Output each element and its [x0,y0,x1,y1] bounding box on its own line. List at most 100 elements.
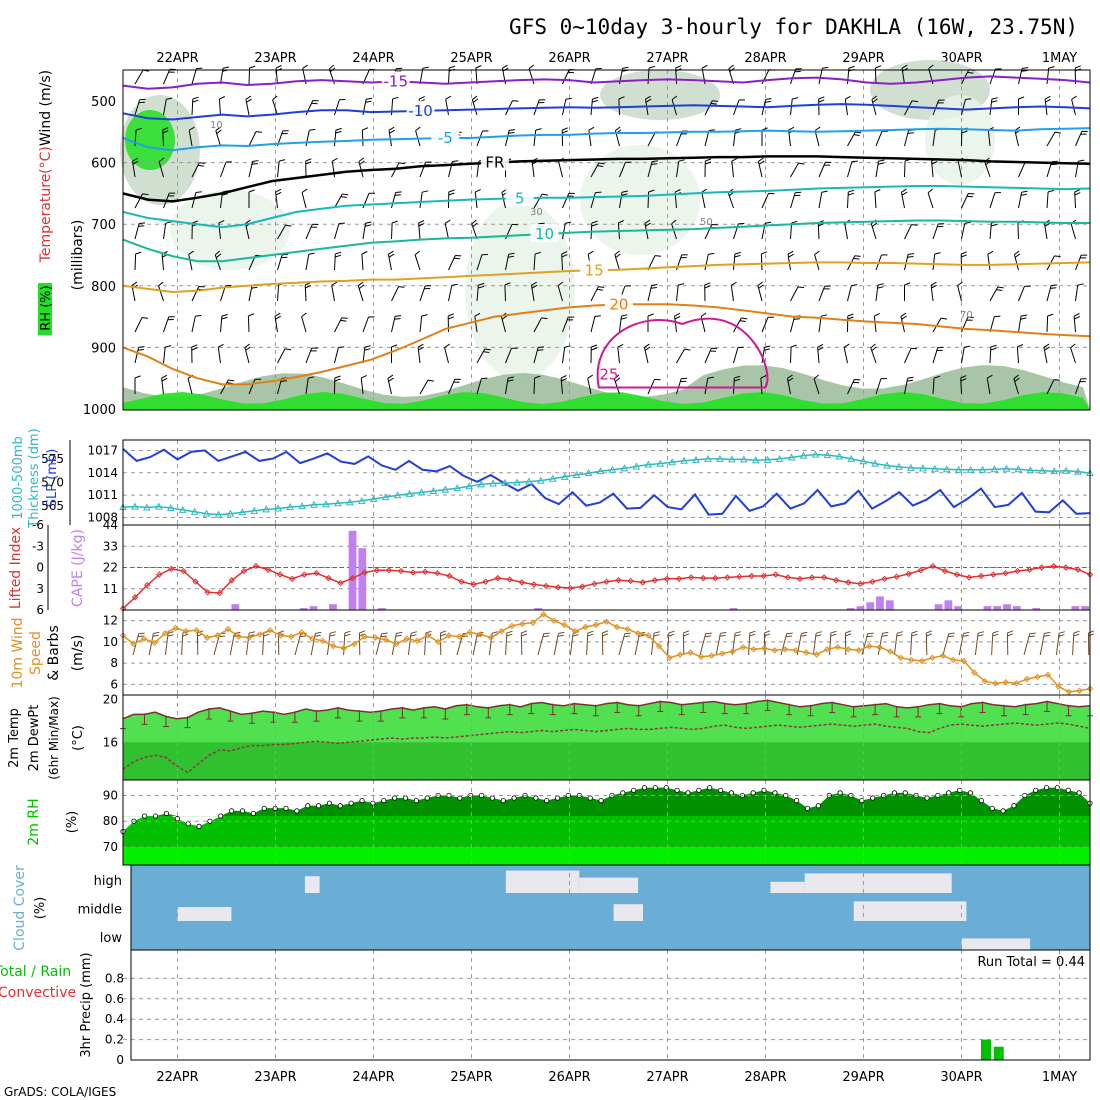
contour-label-bg [406,100,435,119]
wind-barb [504,282,511,302]
wind-barb [647,160,659,178]
thickness-point [143,503,151,511]
wind-barb [191,162,206,178]
wind-barb [362,221,372,240]
rh2m-point [446,792,452,799]
wind-barb [877,631,889,656]
thickness-point [775,454,784,462]
temp2m-panel: 16 20 2m Temp 2m DewPt (6hr Min/Max) (°C) [7,692,1093,781]
day-label-bottom: 24APR [352,1070,394,1085]
thickness-point [393,491,402,499]
rh2m-point [598,798,604,804]
wind-speed-point [781,646,789,653]
wind-barb [861,632,874,656]
wind-barb [875,130,889,147]
wind-barb [1075,378,1087,395]
wind-barb [874,65,882,85]
rh2m-point [946,790,952,796]
wind-barb [960,251,967,271]
wind-barb [590,344,598,364]
temp2m-maxmin-bar [528,702,535,715]
wind-barb [843,343,850,364]
wind-speed-line [122,613,1091,693]
wind-barb [643,343,651,364]
wind-barb [331,281,338,302]
axis-label: (m/s) [70,635,86,672]
wind-barb [447,313,454,333]
wind-barb [247,313,255,333]
wind-barb [305,223,319,240]
wind-barb [925,630,933,656]
wind-barb [476,254,488,271]
rh-contour-label: 70 [960,310,973,321]
wind-speed-point [929,654,936,662]
wind-barb [375,632,388,656]
wind-barb [1075,283,1084,302]
wind-speed-point [498,628,505,635]
lifted-index-point [772,571,779,578]
wind-barb [1013,374,1020,395]
low-cloud-block [961,938,1031,950]
rh2m-point [326,800,333,806]
wind-barb [220,313,228,333]
wind-barb [875,159,885,178]
lifted-index-point [917,567,924,574]
wind-barb [134,317,149,333]
wind-barb [676,283,685,302]
wind-barb [619,161,632,178]
axis-label: Lifted Index [8,527,24,609]
wind-barb [334,375,341,395]
wind-barb [362,316,375,333]
rh-shading [465,200,575,380]
temp2m-maxmin-bar [356,710,363,722]
lifted-index-point [228,577,235,584]
thickness-point [1002,464,1011,472]
wind-barb [294,632,307,656]
wind-barb [790,162,805,178]
wind-barb [893,631,904,656]
temp2m-maxmin-bar [936,702,943,715]
thickness-point [620,464,629,472]
wind-barb [818,161,832,178]
temp2m-maxmin-bar [592,704,599,717]
wind-barb [671,95,678,116]
wind-speed-point [939,652,947,659]
wind-barb [927,188,934,209]
cape-bar [944,600,953,610]
wind-barb [505,347,518,364]
temperature-contour [122,127,1091,152]
slp-line [122,448,1091,516]
wind-barb [360,374,367,395]
rh2m-point [1065,787,1071,793]
wind-barb [419,190,429,209]
wind-barb [533,346,545,364]
contour-label-bg [604,294,633,313]
wind-speed-point [214,632,221,639]
axis-label: 3hr Precip (mm) [79,952,94,1057]
wind-barb [790,220,798,240]
lifted-index-point [192,578,199,585]
wind-barb [419,314,428,333]
wind-speed-point [1086,685,1094,692]
wind-barb [310,631,322,656]
temp2m-maxmin-bar [786,703,793,716]
temp2m-maxmin-bar [1065,704,1072,717]
wind-barb [533,251,542,271]
wind-barb [562,221,572,240]
wind-barb [1055,631,1066,656]
wind-barb [391,286,405,302]
thickness-point [190,507,199,515]
wind-speed-point [414,637,421,645]
wind-barb [875,378,887,395]
wind-speed-point [224,625,232,633]
wind-barb [818,66,829,85]
wind-barb [733,99,746,116]
wind-barb [634,631,646,656]
cape-bar [358,548,367,610]
rh2m-point [804,805,811,811]
temp2m-maxmin-bar [979,701,986,714]
lifted-index-point [361,569,368,576]
rh-shading [580,145,700,255]
temp2m-maxmin-bar [700,701,707,714]
cape-bar [1071,606,1080,610]
